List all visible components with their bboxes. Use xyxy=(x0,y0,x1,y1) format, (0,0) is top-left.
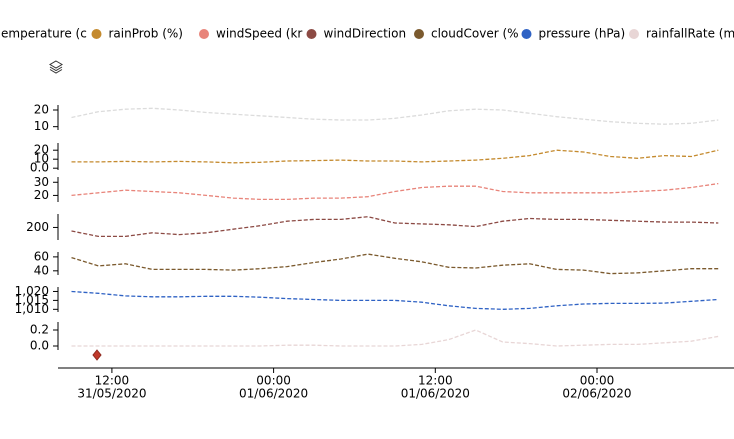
legend-text: cloudCover (% xyxy=(431,27,519,41)
legend-text: windDirection xyxy=(324,27,407,41)
y-tick-label: 1,015 xyxy=(15,293,49,307)
y-tick-label: 20 xyxy=(34,103,49,117)
y-tick-label: 60 xyxy=(34,249,49,263)
series-line xyxy=(71,107,719,125)
y-tick-label: 10 xyxy=(34,152,49,166)
legend-dot[interactable] xyxy=(521,29,532,39)
y-tick-label: 1,010 xyxy=(15,302,49,316)
legend-text: pressure (hPa) xyxy=(539,27,626,41)
x-tick-label: 02/06/2020 xyxy=(562,387,631,401)
legend-dot[interactable] xyxy=(91,29,102,39)
y-tick-label: 20 xyxy=(34,188,49,202)
layers-icon[interactable] xyxy=(49,60,63,74)
series-line xyxy=(71,290,719,310)
legend-dot[interactable] xyxy=(306,29,317,39)
y-tick-label: 200 xyxy=(26,220,49,234)
series-line xyxy=(71,329,719,347)
x-tick-label: 00:00 xyxy=(256,374,291,388)
y-tick-label: 0.2 xyxy=(30,323,49,337)
y-tick-label: 40 xyxy=(34,263,49,277)
legend-text: rainProb (%) xyxy=(109,27,183,41)
y-tick-label: 20 xyxy=(34,143,49,157)
marker-icon[interactable] xyxy=(92,349,102,361)
y-tick-label: 0.0 xyxy=(30,161,49,175)
x-tick-label: 12:00 xyxy=(95,374,130,388)
y-tick-label: 1,020 xyxy=(15,284,49,298)
legend-text: rainfallRate (m xyxy=(646,27,734,41)
legend-dot[interactable] xyxy=(199,29,209,39)
x-tick-label: 00:00 xyxy=(580,374,615,388)
series-line xyxy=(71,216,719,238)
legend-text: windSpeed (kr xyxy=(216,27,302,41)
series-line xyxy=(71,253,719,275)
legend-dot[interactable] xyxy=(414,29,424,39)
x-tick-label: 31/05/2020 xyxy=(77,387,146,401)
y-tick-label: 30 xyxy=(34,175,49,189)
x-tick-label: 01/06/2020 xyxy=(401,387,470,401)
layer-shape xyxy=(49,69,63,74)
layer-shape xyxy=(49,60,63,69)
layer-shape xyxy=(49,66,63,72)
x-tick-label: 12:00 xyxy=(418,374,453,388)
y-tick-label: 10 xyxy=(34,119,49,133)
x-tick-label: 01/06/2020 xyxy=(239,387,308,401)
legend-dot[interactable] xyxy=(629,29,639,39)
y-tick-label: 0.0 xyxy=(30,339,49,353)
series-line xyxy=(71,149,719,164)
legend-text: emperature (c xyxy=(1,27,87,41)
series-line xyxy=(71,182,719,201)
